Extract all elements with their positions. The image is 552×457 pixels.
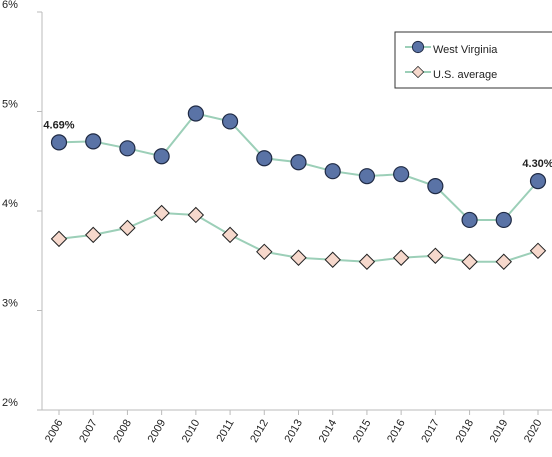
legend-label: West Virginia [433, 44, 498, 56]
data-point [427, 178, 444, 195]
data-point [221, 113, 239, 130]
data-point [290, 154, 307, 171]
data-point [85, 226, 102, 244]
x-tick-label: 2016 [385, 418, 408, 445]
data-point [85, 133, 102, 150]
x-tick-label: 2006 [43, 418, 66, 445]
x-tick-label: 2019 [488, 418, 511, 445]
legend-marker [411, 40, 425, 54]
legend-box [394, 31, 552, 89]
data-point [324, 251, 341, 268]
data-point [529, 173, 547, 190]
data-point [393, 166, 410, 183]
x-tick-label: 2011 [214, 418, 236, 444]
data-point [119, 219, 136, 237]
data-point [461, 253, 478, 270]
data-point [461, 211, 478, 229]
x-tick-label: 2018 [454, 418, 477, 445]
data-point [495, 253, 512, 270]
data-point [290, 249, 307, 266]
legend-marker [411, 65, 425, 79]
data-point [392, 249, 410, 266]
data-point [119, 140, 136, 157]
data-point [256, 150, 273, 167]
x-tick-label: 2012 [248, 418, 271, 445]
data-label: 4.30% [522, 158, 552, 170]
data-point [221, 226, 239, 244]
data-point [529, 242, 547, 260]
x-tick-label: 2008 [111, 418, 134, 445]
y-tick-label: 5% [2, 99, 18, 111]
data-point [256, 243, 273, 261]
data-point [358, 253, 376, 270]
x-tick-label: 2009 [146, 418, 169, 445]
x-tick-label: 2014 [317, 418, 340, 445]
x-tick-label: 2017 [419, 418, 442, 445]
x-tick-label: 2020 [522, 418, 545, 445]
x-tick-label: 2007 [77, 418, 100, 445]
data-point [50, 134, 68, 151]
x-tick-label: 2010 [180, 418, 203, 445]
data-point [187, 105, 204, 122]
data-point [358, 168, 376, 185]
x-tick-label: 2015 [351, 418, 374, 445]
data-point [153, 148, 170, 165]
data-point [427, 247, 444, 264]
data-point [50, 230, 68, 248]
data-point [187, 206, 205, 224]
legend-label: U.S. average [433, 69, 497, 81]
x-tick-label: 2013 [282, 418, 305, 445]
data-point [324, 163, 341, 180]
y-tick-label: 4% [2, 198, 18, 210]
data-point [153, 204, 170, 222]
data-point [495, 211, 512, 229]
y-tick-label: 6% [2, 0, 18, 11]
y-tick-label: 2% [2, 397, 18, 409]
data-label: 4.69% [43, 119, 74, 131]
y-tick-label: 3% [2, 298, 18, 310]
